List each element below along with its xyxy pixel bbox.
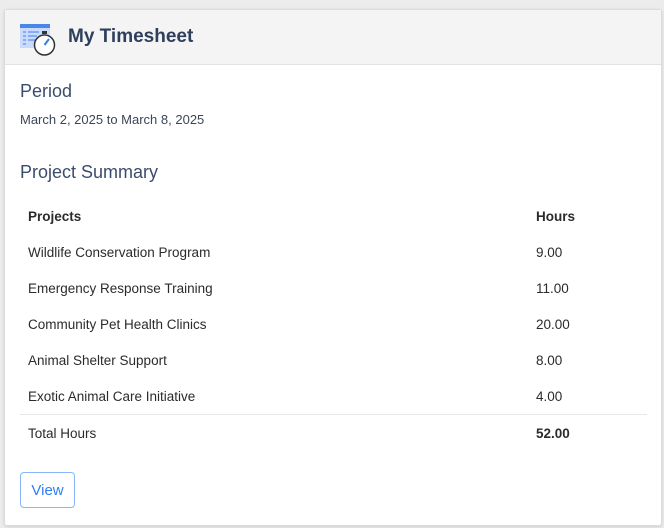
project-hours: 11.00 (536, 280, 569, 296)
column-header-hours: Hours (536, 208, 576, 224)
column-header-projects: Projects (28, 208, 82, 224)
table-row: Exotic Animal Care Initiative 4.00 (20, 378, 647, 415)
project-name: Community Pet Health Clinics (28, 316, 207, 332)
project-hours: 4.00 (536, 388, 563, 404)
table-row: Wildlife Conservation Program 9.00 (20, 234, 647, 270)
timesheet-stopwatch-icon (20, 24, 56, 56)
project-summary-table: Projects Hours Wildlife Conservation Pro… (20, 198, 647, 451)
period-range: March 2, 2025 to March 8, 2025 (20, 112, 205, 127)
project-hours: 8.00 (536, 352, 563, 368)
project-summary-heading: Project Summary (20, 162, 159, 182)
total-value: 52.00 (528, 414, 647, 451)
project-hours: 9.00 (536, 244, 563, 260)
card-header: My Timesheet (5, 10, 661, 65)
project-name: Exotic Animal Care Initiative (28, 388, 196, 404)
project-hours: 20.00 (536, 316, 570, 332)
total-label: Total Hours (20, 414, 528, 451)
table-row: Animal Shelter Support 8.00 (20, 342, 647, 378)
table-header-row: Projects Hours (20, 198, 647, 234)
total-row: Total Hours 52.00 (20, 414, 647, 451)
project-name: Animal Shelter Support (28, 352, 167, 368)
card-title: My Timesheet (68, 26, 194, 47)
project-name: Emergency Response Training (28, 280, 213, 296)
period-heading: Period (20, 81, 73, 101)
table-row: Emergency Response Training 11.00 (20, 270, 647, 306)
project-name: Wildlife Conservation Program (28, 244, 211, 260)
view-button[interactable]: View (20, 472, 75, 508)
timesheet-card: My Timesheet Period March 2, 2025 to Mar… (4, 9, 662, 526)
table-row: Community Pet Health Clinics 20.00 (20, 306, 647, 342)
